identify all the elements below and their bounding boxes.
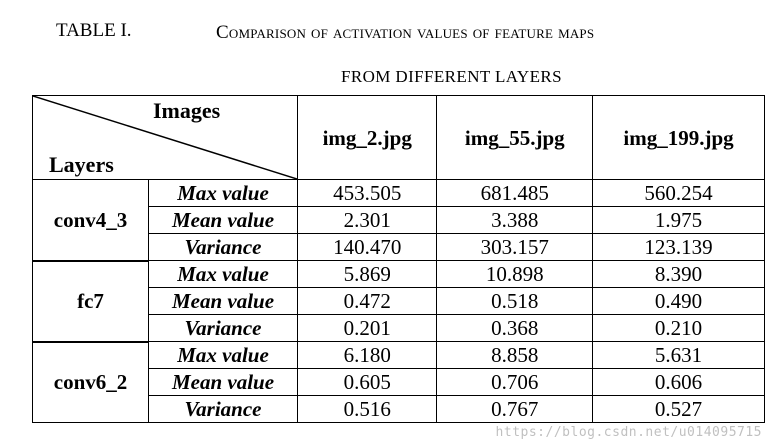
value-cell: 8.858 (436, 341, 594, 369)
value-cell: 10.898 (436, 260, 594, 288)
metric-cell: Mean value (148, 206, 298, 234)
value-cell: 0.606 (592, 368, 765, 396)
watermark: https://blog.csdn.net/u014095715 (495, 425, 762, 440)
metric-cell: Mean value (148, 368, 298, 396)
metric-cell: Variance (148, 233, 298, 261)
value-cell: 0.210 (592, 314, 765, 342)
corner-diagonal (33, 96, 297, 179)
corner-images-label: Images (153, 98, 221, 123)
value-cell: 0.490 (592, 287, 765, 315)
table-row: Variance 0.516 0.767 0.527 (33, 395, 765, 423)
value-cell: 0.201 (296, 314, 438, 342)
table-row: Variance 0.201 0.368 0.210 (33, 314, 765, 342)
column-header: img_2.jpg (296, 95, 438, 180)
value-cell: 0.472 (296, 287, 438, 315)
table-caption: TABLE I. Comparison of activation values… (56, 20, 774, 86)
column-header: img_199.jpg (592, 95, 765, 180)
value-cell: 5.631 (592, 341, 765, 369)
value-cell: 3.388 (436, 206, 594, 234)
value-cell: 1.975 (592, 206, 765, 234)
metric-cell: Max value (148, 179, 298, 207)
column-header: img_55.jpg (436, 95, 594, 180)
table-row: fc7 Max value 5.869 10.898 8.390 (32, 260, 765, 343)
table-label: TABLE I. (56, 20, 132, 41)
table-title-line2: FROM DIFFERENT LAYERS (341, 67, 562, 86)
metric-cell: Variance (148, 395, 298, 423)
value-cell: 140.470 (296, 233, 438, 261)
value-cell: 0.605 (296, 368, 438, 396)
value-cell: 0.706 (436, 368, 594, 396)
value-cell: 0.368 (436, 314, 594, 342)
value-cell: 453.505 (296, 179, 438, 207)
metric-cell: Max value (148, 260, 298, 288)
layer-name-cell: conv6_2 (32, 341, 149, 423)
value-cell: 8.390 (592, 260, 765, 288)
value-cell: 5.869 (296, 260, 438, 288)
value-cell: 0.527 (592, 395, 765, 423)
value-cell: 0.518 (436, 287, 594, 315)
metric-cell: Variance (148, 314, 298, 342)
value-cell: 303.157 (436, 233, 594, 261)
value-cell: 681.485 (436, 179, 594, 207)
metric-cell: Max value (148, 341, 298, 369)
layer-name-cell: conv4_3 (32, 179, 149, 262)
table-row: Mean value 2.301 3.388 1.975 (33, 206, 765, 234)
value-cell: 0.516 (296, 395, 438, 423)
table-row: Mean value 0.472 0.518 0.490 (33, 287, 765, 315)
table-row: Variance 140.470 303.157 123.139 (33, 233, 765, 261)
corner-header-cell: Images Layers (32, 95, 298, 180)
value-cell: 0.767 (436, 395, 594, 423)
header-row: Images Layers img_2.jpg img_55.jpg img_1… (32, 95, 765, 180)
table-title-line1: Comparison of activation values of featu… (216, 22, 595, 43)
corner-layers-label: Layers (49, 152, 114, 177)
metric-cell: Mean value (148, 287, 298, 315)
value-cell: 2.301 (296, 206, 438, 234)
value-cell: 560.254 (592, 179, 765, 207)
table-row: conv6_2 Max value 6.180 8.858 5.631 (32, 341, 765, 423)
value-cell: 123.139 (592, 233, 765, 261)
value-cell: 6.180 (296, 341, 438, 369)
table-row: conv4_3 Max value 453.505 681.485 560.25… (32, 179, 765, 262)
activation-table: Images Layers img_2.jpg img_55.jpg img_1… (32, 95, 765, 423)
layer-name-cell: fc7 (32, 260, 149, 343)
